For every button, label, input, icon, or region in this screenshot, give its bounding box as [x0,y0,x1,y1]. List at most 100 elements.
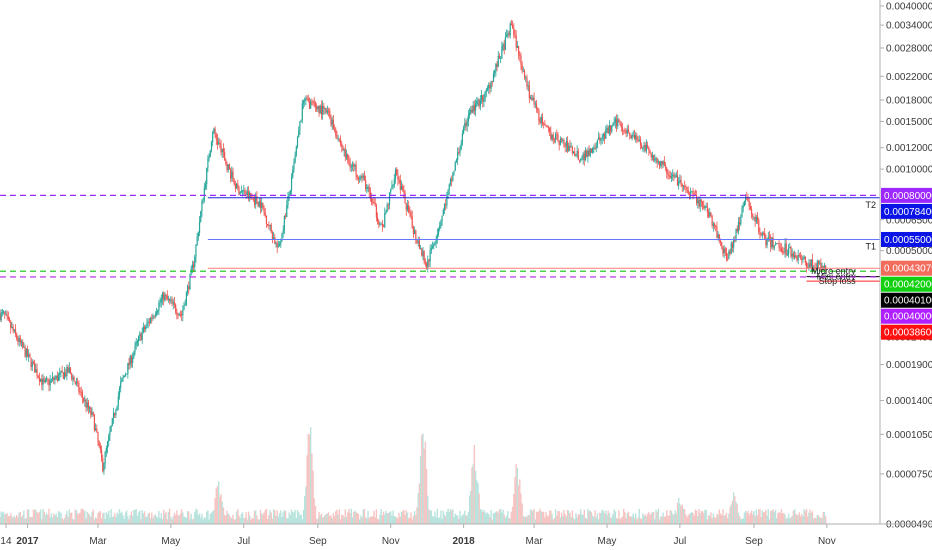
candle-body [447,189,449,195]
candle-body [102,458,104,472]
volume-bar [798,512,801,524]
volume-bar [743,512,746,524]
candle-body [678,181,680,186]
volume-bar [90,517,92,524]
candle-body [243,190,245,192]
volume-bar [461,515,464,524]
volume-bar [213,510,215,524]
volume-bar [576,517,578,524]
plot-background[interactable] [0,0,880,524]
volume-bar [810,512,813,524]
volume-bar [784,514,786,524]
volume-bar [789,518,791,524]
candle-body [672,174,674,177]
volume-bar [26,509,29,524]
volume-bar [514,477,516,524]
candle-body [700,199,702,202]
candle-body [166,295,168,299]
volume-bar [614,511,617,524]
candle-body [428,260,430,262]
candle-body [274,237,276,244]
time-tick-label: 2017 [16,536,39,547]
candle-body [375,205,377,218]
volume-bar [674,510,676,524]
candle-body [771,237,773,248]
candle-body [449,179,452,185]
candle-body [388,192,391,205]
time-axis[interactable]: 14 2017 Mar May Jul Sep Nov 2018 Mar May Jul Sep Nov [0,523,932,547]
candle-body [799,255,802,258]
volume-bar [491,519,493,524]
candle-body [534,103,536,105]
volume-bar [189,519,191,524]
candle-body [655,157,657,159]
candle-body [133,352,135,358]
volume-bar [593,516,595,524]
candle-body [86,402,88,408]
volume-bar [557,511,559,524]
volume-bar [715,518,717,524]
candle-body [742,205,744,209]
volume-bar [311,453,313,524]
candle-body [748,201,750,207]
volume-bar [734,496,736,524]
candle-body [785,243,787,255]
candle-body [256,196,258,202]
candle-body [81,392,84,398]
candle-body [608,125,610,134]
volume-bar [528,515,531,524]
volume-bar [697,515,699,524]
volume-bar [612,514,614,524]
volume-bar [609,517,612,524]
candle-body [385,212,387,214]
candle-body [259,201,262,208]
candle-body [617,119,619,127]
volume-bar [443,514,446,524]
volume-bar [755,509,758,524]
volume-bar [412,516,415,524]
volume-bar [738,516,741,524]
candle-body [237,183,239,188]
candle-body [662,161,664,165]
volume-bar [758,509,760,524]
candle-body [116,405,118,411]
candle-body [138,336,140,342]
volume-bar [233,519,235,524]
volume-bar [565,516,568,524]
volume-bar [48,508,50,524]
volume-bar [553,518,556,524]
candle-body [717,234,719,238]
candle-body [637,140,639,142]
candle-body [427,260,429,268]
candle-body [500,58,502,60]
candle-body [221,148,223,153]
candle-body [273,237,275,240]
candle-body [157,310,159,313]
candle-body [680,179,682,185]
volume-bar [281,516,283,524]
volume-bar [226,510,228,524]
candle-body [198,221,201,234]
volume-bar [654,519,656,524]
candle-body [710,212,712,217]
volume-bar [823,511,826,524]
candle-body [517,45,520,55]
volume-bar [453,516,455,524]
candle-body [488,85,490,89]
candle-body [74,381,76,384]
plot-area[interactable] [0,0,880,524]
volume-bar [394,516,397,524]
volume-bar [554,509,557,524]
candle-body [92,412,94,415]
candle-body [109,431,111,436]
volume-bar [416,507,418,524]
volume-bar [76,513,79,524]
volume-bar [323,516,325,524]
volume-bar [448,511,450,524]
candle-body [335,129,337,136]
